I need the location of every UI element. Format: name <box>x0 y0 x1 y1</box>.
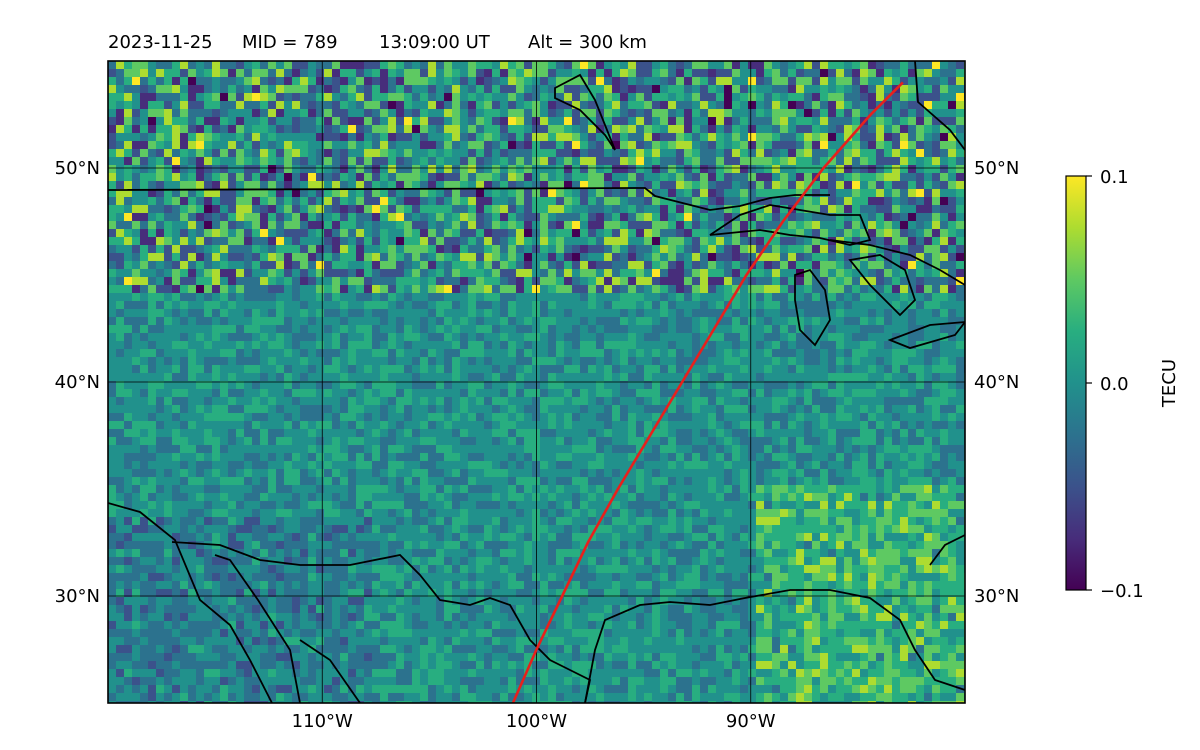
title-mid: MID = 789 <box>242 32 338 53</box>
colorbar-tick-label: −0.1 <box>1100 581 1144 602</box>
lat-tick-label: 40°N <box>55 372 100 393</box>
gridlines <box>108 61 965 703</box>
baja-peninsula <box>214 554 301 703</box>
canada-coast-north <box>554 73 616 151</box>
lat-tick-label: 50°N <box>55 158 100 179</box>
great-lakes-huron <box>848 254 917 317</box>
lat-tick-label: 40°N <box>974 372 1019 393</box>
title-altitude: Alt = 300 km <box>528 32 647 53</box>
pacific-coast-baja <box>108 502 273 703</box>
coastlines <box>108 61 965 703</box>
latitude-labels-left: 50°N 40°N 30°N <box>55 158 100 607</box>
great-lakes-superior <box>709 204 872 246</box>
lon-tick-label: 90°W <box>726 711 776 732</box>
hudson-coast <box>914 61 965 151</box>
title-date: 2023-11-25 <box>108 32 213 53</box>
tec-pixel-layer <box>108 61 965 703</box>
lat-tick-label: 30°N <box>974 586 1019 607</box>
lon-tick-label: 100°W <box>506 711 567 732</box>
us-canada-border <box>108 187 830 211</box>
mexico-west-coast <box>299 639 361 703</box>
florida <box>929 534 965 566</box>
colorbar-tick-label: 0.0 <box>1100 374 1129 395</box>
map-frame <box>107 60 966 704</box>
map-title: 2023-11-25 MID = 789 13:09:00 UT Alt = 3… <box>108 32 647 53</box>
latitude-labels-right: 50°N 40°N 30°N <box>974 158 1019 607</box>
great-lakes-erie-ontario <box>887 321 965 349</box>
colorbar: 0.1 0.0 −0.1 TECU <box>1065 167 1180 602</box>
title-time: 13:09:00 UT <box>379 32 491 53</box>
us-mexico-border <box>171 541 592 703</box>
map-panel <box>108 61 965 703</box>
lat-tick-label: 50°N <box>974 158 1019 179</box>
great-lakes-michigan <box>794 268 831 347</box>
lat-tick-label: 30°N <box>55 586 100 607</box>
longitude-labels: 110°W 100°W 90°W <box>292 711 776 732</box>
colorbar-gradient <box>1065 175 1087 591</box>
colorbar-tick-label: 0.1 <box>1100 167 1129 188</box>
colorbar-label: TECU <box>1159 359 1180 408</box>
gulf-coast <box>584 589 965 703</box>
satellite-track <box>511 81 904 703</box>
lon-tick-label: 110°W <box>292 711 353 732</box>
east-coast <box>829 239 965 286</box>
colorbar-ticks: 0.1 0.0 −0.1 <box>1086 167 1144 602</box>
